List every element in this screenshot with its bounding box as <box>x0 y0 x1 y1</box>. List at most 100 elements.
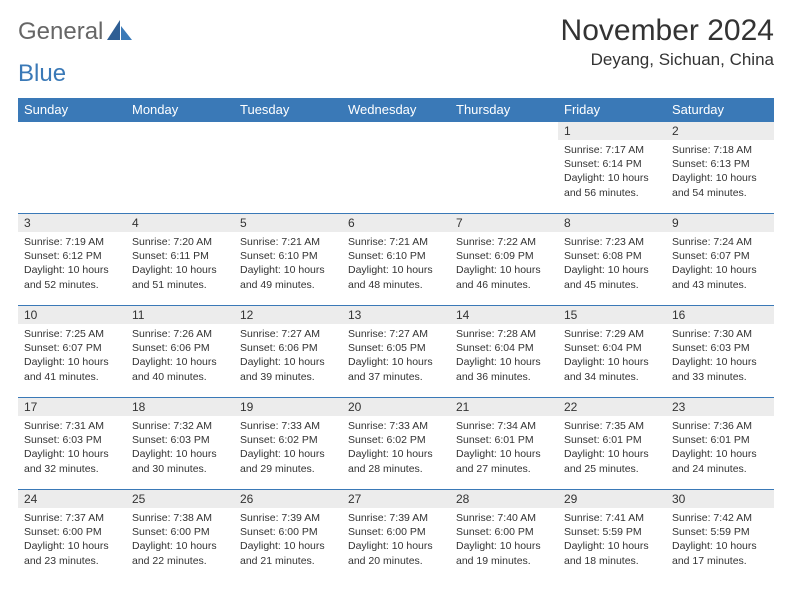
calendar-cell: 10Sunrise: 7:25 AMSunset: 6:07 PMDayligh… <box>18 306 126 398</box>
sunset-text: Sunset: 6:07 PM <box>24 341 120 355</box>
sunset-text: Sunset: 6:10 PM <box>348 249 444 263</box>
sunset-text: Sunset: 6:10 PM <box>240 249 336 263</box>
calendar-row: 24Sunrise: 7:37 AMSunset: 6:00 PMDayligh… <box>18 490 774 582</box>
sunset-text: Sunset: 6:06 PM <box>132 341 228 355</box>
sunrise-text: Sunrise: 7:31 AM <box>24 419 120 433</box>
day-number: 9 <box>666 214 774 232</box>
sunset-text: Sunset: 6:14 PM <box>564 157 660 171</box>
calendar-cell: 13Sunrise: 7:27 AMSunset: 6:05 PMDayligh… <box>342 306 450 398</box>
day-number: 29 <box>558 490 666 508</box>
calendar-cell: 22Sunrise: 7:35 AMSunset: 6:01 PMDayligh… <box>558 398 666 490</box>
sunset-text: Sunset: 6:03 PM <box>24 433 120 447</box>
day-details: Sunrise: 7:22 AMSunset: 6:09 PMDaylight:… <box>450 232 558 294</box>
daylight-text: Daylight: 10 hours and 30 minutes. <box>132 447 228 475</box>
sunset-text: Sunset: 6:04 PM <box>456 341 552 355</box>
sunset-text: Sunset: 6:00 PM <box>456 525 552 539</box>
calendar-cell: 9Sunrise: 7:24 AMSunset: 6:07 PMDaylight… <box>666 214 774 306</box>
location-label: Deyang, Sichuan, China <box>561 50 774 70</box>
day-number: 13 <box>342 306 450 324</box>
daylight-text: Daylight: 10 hours and 51 minutes. <box>132 263 228 291</box>
sunrise-text: Sunrise: 7:27 AM <box>240 327 336 341</box>
day-details: Sunrise: 7:35 AMSunset: 6:01 PMDaylight:… <box>558 416 666 478</box>
day-number: 22 <box>558 398 666 416</box>
calendar-cell: 16Sunrise: 7:30 AMSunset: 6:03 PMDayligh… <box>666 306 774 398</box>
day-header: Tuesday <box>234 98 342 122</box>
day-number: 18 <box>126 398 234 416</box>
day-details: Sunrise: 7:28 AMSunset: 6:04 PMDaylight:… <box>450 324 558 386</box>
daylight-text: Daylight: 10 hours and 46 minutes. <box>456 263 552 291</box>
day-number: 14 <box>450 306 558 324</box>
sunset-text: Sunset: 5:59 PM <box>564 525 660 539</box>
day-details: Sunrise: 7:29 AMSunset: 6:04 PMDaylight:… <box>558 324 666 386</box>
calendar-cell: 18Sunrise: 7:32 AMSunset: 6:03 PMDayligh… <box>126 398 234 490</box>
sunrise-text: Sunrise: 7:18 AM <box>672 143 768 157</box>
brand-logo: General <box>18 14 135 47</box>
calendar-cell: 4Sunrise: 7:20 AMSunset: 6:11 PMDaylight… <box>126 214 234 306</box>
calendar-table: Sunday Monday Tuesday Wednesday Thursday… <box>18 98 774 582</box>
sunset-text: Sunset: 6:03 PM <box>672 341 768 355</box>
sunrise-text: Sunrise: 7:25 AM <box>24 327 120 341</box>
daylight-text: Daylight: 10 hours and 48 minutes. <box>348 263 444 291</box>
day-number: 16 <box>666 306 774 324</box>
sunset-text: Sunset: 6:05 PM <box>348 341 444 355</box>
sunrise-text: Sunrise: 7:33 AM <box>240 419 336 433</box>
day-header: Saturday <box>666 98 774 122</box>
title-block: November 2024 Deyang, Sichuan, China <box>561 14 774 70</box>
sunrise-text: Sunrise: 7:37 AM <box>24 511 120 525</box>
calendar-cell: 7Sunrise: 7:22 AMSunset: 6:09 PMDaylight… <box>450 214 558 306</box>
calendar-cell: 15Sunrise: 7:29 AMSunset: 6:04 PMDayligh… <box>558 306 666 398</box>
day-details: Sunrise: 7:33 AMSunset: 6:02 PMDaylight:… <box>342 416 450 478</box>
daylight-text: Daylight: 10 hours and 22 minutes. <box>132 539 228 567</box>
day-number: 15 <box>558 306 666 324</box>
day-number: 24 <box>18 490 126 508</box>
sunrise-text: Sunrise: 7:23 AM <box>564 235 660 249</box>
sunrise-text: Sunrise: 7:22 AM <box>456 235 552 249</box>
calendar-cell: 23Sunrise: 7:36 AMSunset: 6:01 PMDayligh… <box>666 398 774 490</box>
calendar-row: 3Sunrise: 7:19 AMSunset: 6:12 PMDaylight… <box>18 214 774 306</box>
day-details: Sunrise: 7:30 AMSunset: 6:03 PMDaylight:… <box>666 324 774 386</box>
day-number: 10 <box>18 306 126 324</box>
sunrise-text: Sunrise: 7:41 AM <box>564 511 660 525</box>
sunset-text: Sunset: 6:01 PM <box>456 433 552 447</box>
sunset-text: Sunset: 6:11 PM <box>132 249 228 263</box>
daylight-text: Daylight: 10 hours and 43 minutes. <box>672 263 768 291</box>
day-details: Sunrise: 7:21 AMSunset: 6:10 PMDaylight:… <box>234 232 342 294</box>
calendar-cell: 24Sunrise: 7:37 AMSunset: 6:00 PMDayligh… <box>18 490 126 582</box>
sunrise-text: Sunrise: 7:42 AM <box>672 511 768 525</box>
day-details: Sunrise: 7:21 AMSunset: 6:10 PMDaylight:… <box>342 232 450 294</box>
day-number: 11 <box>126 306 234 324</box>
sunrise-text: Sunrise: 7:21 AM <box>348 235 444 249</box>
daylight-text: Daylight: 10 hours and 27 minutes. <box>456 447 552 475</box>
daylight-text: Daylight: 10 hours and 36 minutes. <box>456 355 552 383</box>
daylight-text: Daylight: 10 hours and 23 minutes. <box>24 539 120 567</box>
calendar-cell: 8Sunrise: 7:23 AMSunset: 6:08 PMDaylight… <box>558 214 666 306</box>
daylight-text: Daylight: 10 hours and 37 minutes. <box>348 355 444 383</box>
sunset-text: Sunset: 6:00 PM <box>240 525 336 539</box>
day-header: Wednesday <box>342 98 450 122</box>
sunset-text: Sunset: 6:12 PM <box>24 249 120 263</box>
sunrise-text: Sunrise: 7:36 AM <box>672 419 768 433</box>
sail-icon <box>107 20 133 47</box>
sunset-text: Sunset: 6:01 PM <box>672 433 768 447</box>
day-number: 27 <box>342 490 450 508</box>
day-details: Sunrise: 7:27 AMSunset: 6:06 PMDaylight:… <box>234 324 342 386</box>
sunrise-text: Sunrise: 7:32 AM <box>132 419 228 433</box>
day-number: 20 <box>342 398 450 416</box>
sunrise-text: Sunrise: 7:38 AM <box>132 511 228 525</box>
sunrise-text: Sunrise: 7:30 AM <box>672 327 768 341</box>
calendar-cell: 27Sunrise: 7:39 AMSunset: 6:00 PMDayligh… <box>342 490 450 582</box>
calendar-cell: 19Sunrise: 7:33 AMSunset: 6:02 PMDayligh… <box>234 398 342 490</box>
calendar-cell <box>18 122 126 214</box>
calendar-cell: 28Sunrise: 7:40 AMSunset: 6:00 PMDayligh… <box>450 490 558 582</box>
calendar-cell: 30Sunrise: 7:42 AMSunset: 5:59 PMDayligh… <box>666 490 774 582</box>
day-details: Sunrise: 7:24 AMSunset: 6:07 PMDaylight:… <box>666 232 774 294</box>
sunset-text: Sunset: 6:00 PM <box>132 525 228 539</box>
calendar-cell: 21Sunrise: 7:34 AMSunset: 6:01 PMDayligh… <box>450 398 558 490</box>
day-number: 1 <box>558 122 666 140</box>
month-title: November 2024 <box>561 14 774 48</box>
day-details: Sunrise: 7:39 AMSunset: 6:00 PMDaylight:… <box>342 508 450 570</box>
sunrise-text: Sunrise: 7:33 AM <box>348 419 444 433</box>
sunrise-text: Sunrise: 7:26 AM <box>132 327 228 341</box>
day-details: Sunrise: 7:33 AMSunset: 6:02 PMDaylight:… <box>234 416 342 478</box>
sunrise-text: Sunrise: 7:20 AM <box>132 235 228 249</box>
